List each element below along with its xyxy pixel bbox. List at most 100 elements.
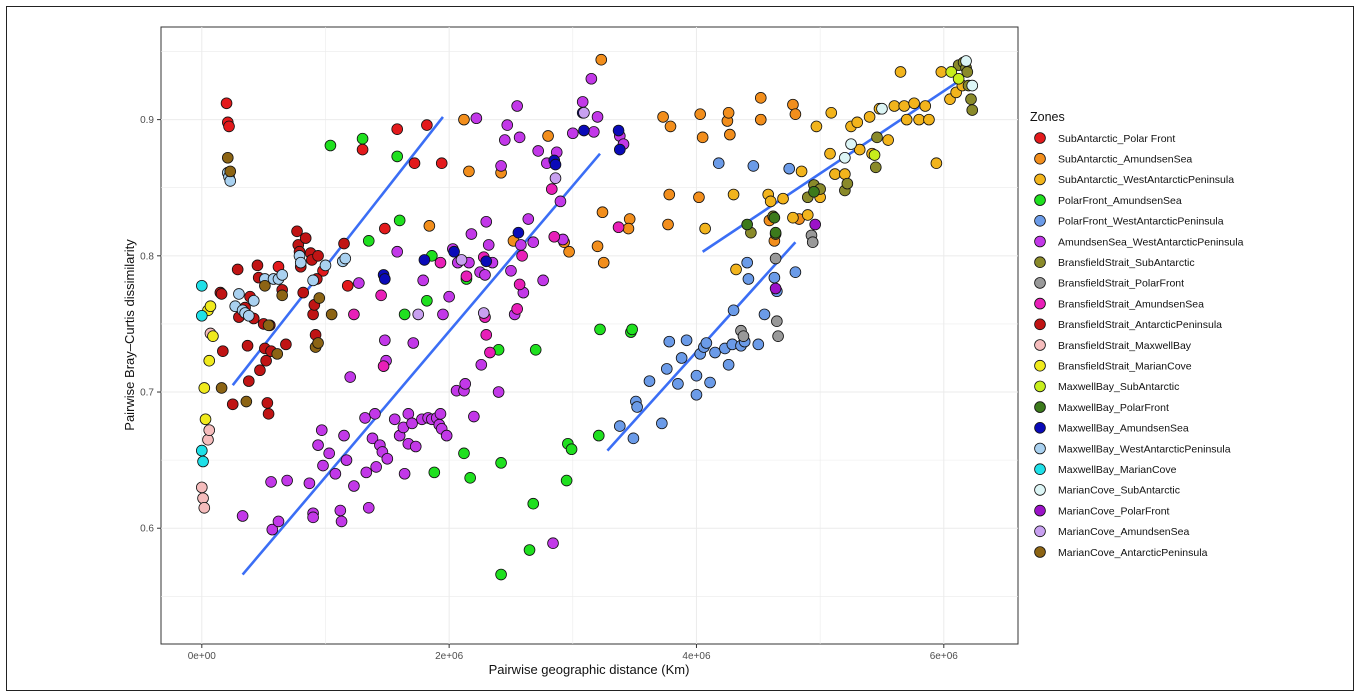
data-point <box>742 273 755 285</box>
data-point <box>657 111 669 123</box>
data-point <box>930 157 943 170</box>
x-tick-label: 4e+06 <box>682 651 711 662</box>
legend-entry: MarianCove_PolarFront <box>1058 505 1170 517</box>
data-point <box>254 364 266 377</box>
data-point <box>317 459 329 472</box>
data-point <box>412 308 425 321</box>
data-point <box>341 279 354 292</box>
data-point <box>408 157 421 170</box>
data-point <box>375 289 387 302</box>
data-point <box>700 337 713 349</box>
data-point <box>560 474 573 487</box>
legend-key <box>1034 504 1046 517</box>
data-point <box>197 455 209 468</box>
data-point <box>312 439 324 451</box>
legend-entry: BransfieldStrait_AmundsenSea <box>1058 298 1204 310</box>
legend-key <box>1034 380 1046 393</box>
data-point <box>824 147 836 160</box>
legend-entry: PolarFront_AmundsenSea <box>1058 195 1182 207</box>
data-point <box>362 235 375 247</box>
data-point <box>672 378 684 390</box>
data-point <box>196 481 208 494</box>
data-point <box>398 308 411 321</box>
data-point <box>712 157 725 170</box>
legend-entry: BransfieldStrait_MarianCove <box>1058 361 1192 373</box>
data-point <box>578 107 590 119</box>
data-point <box>841 177 854 190</box>
data-point <box>297 286 310 299</box>
data-point <box>789 108 802 120</box>
data-point <box>348 308 360 321</box>
data-point <box>480 215 493 228</box>
legend-entry: MaxwellBay_SubAntarctic <box>1058 381 1179 393</box>
legend-entry: MaxwellBay_WestAntarcticPeninsula <box>1058 443 1231 455</box>
data-point <box>231 263 244 276</box>
data-point <box>588 126 600 138</box>
data-point <box>898 100 911 112</box>
trend-line <box>231 116 444 387</box>
data-point <box>622 222 635 235</box>
legend-entry: BransfieldStrait_AntarcticPeninsula <box>1058 319 1222 331</box>
data-point <box>741 218 753 231</box>
data-point <box>660 363 673 375</box>
data-point <box>626 323 638 336</box>
data-point <box>965 93 977 105</box>
data-point <box>578 124 590 137</box>
data-point <box>434 256 447 269</box>
data-point <box>966 79 979 92</box>
data-point <box>197 492 209 505</box>
y-axis-ticks: 0.6 0.7 0.8 0.9 <box>140 115 161 535</box>
data-point <box>370 461 382 473</box>
data-point <box>196 279 208 292</box>
data-point <box>276 289 288 302</box>
data-point <box>262 408 275 420</box>
data-point <box>243 309 255 322</box>
data-point <box>511 100 523 112</box>
data-point <box>388 413 401 426</box>
data-point <box>627 432 640 445</box>
legend-key <box>1034 546 1046 558</box>
data-point <box>592 429 605 442</box>
legend-entry: SubAntarctic_AmundsenSea <box>1058 154 1192 166</box>
data-point <box>459 378 472 390</box>
data-point <box>434 408 447 420</box>
legend-key <box>1034 297 1046 310</box>
data-point <box>460 270 473 283</box>
data-point <box>523 544 536 556</box>
data-point <box>435 157 448 170</box>
data-point <box>241 339 254 352</box>
data-point <box>353 277 365 289</box>
data-point <box>398 467 411 480</box>
data-point <box>199 413 212 426</box>
x-axis-title: Pairwise geographic distance (Km) <box>489 662 690 677</box>
data-point <box>567 127 579 140</box>
data-point <box>699 222 711 235</box>
legend-key <box>1034 421 1046 434</box>
legend-entry: BransfieldStrait_MaxwellBay <box>1058 340 1192 352</box>
legend-entry: AmundsenSea_WestAntarcticPeninsula <box>1058 236 1244 248</box>
data-point <box>196 309 208 322</box>
data-point <box>379 334 391 347</box>
data-point <box>464 472 476 484</box>
data-point <box>549 158 562 171</box>
data-point <box>393 214 406 227</box>
data-point <box>480 329 493 341</box>
data-point <box>565 443 578 456</box>
data-point <box>591 240 604 253</box>
data-point <box>440 429 453 442</box>
data-point <box>312 337 324 349</box>
data-point <box>623 213 636 225</box>
data-point <box>359 412 371 424</box>
data-point <box>737 330 750 342</box>
legend-key <box>1034 401 1046 413</box>
data-point <box>482 239 495 251</box>
legend-key <box>1034 318 1046 331</box>
data-point <box>379 273 391 285</box>
data-point <box>696 131 709 144</box>
data-point <box>913 113 925 126</box>
data-point <box>527 236 540 249</box>
data-point <box>391 123 404 135</box>
data-point <box>307 308 319 321</box>
data-point <box>554 195 567 208</box>
data-point <box>664 120 677 133</box>
